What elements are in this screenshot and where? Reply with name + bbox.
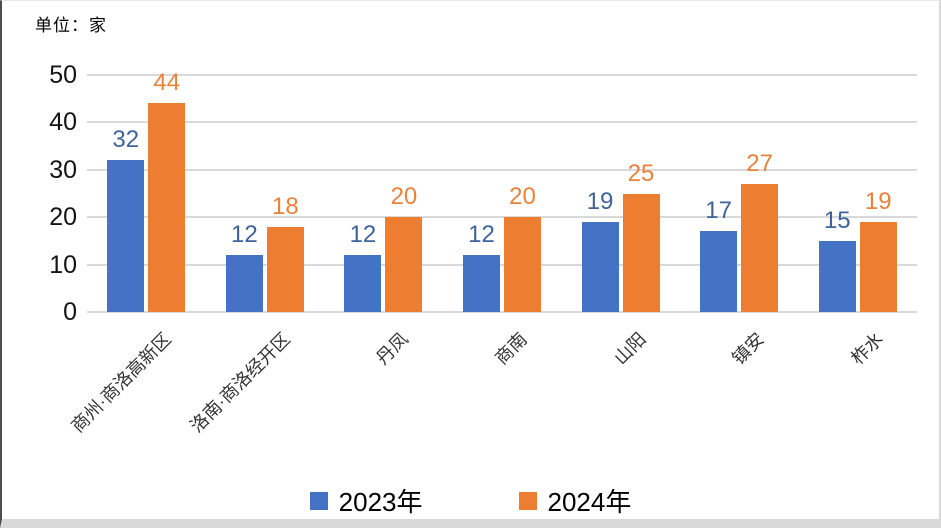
data-label-2023年-丹凤: 12 bbox=[349, 221, 377, 249]
data-label-2023年-商南: 12 bbox=[468, 221, 495, 249]
y-tick-label: 20 bbox=[49, 203, 77, 232]
legend-swatch-2024-icon bbox=[518, 491, 537, 510]
bar-2023年-商南 bbox=[463, 255, 500, 312]
legend-swatch-2023-icon bbox=[309, 491, 328, 510]
data-label-2023年-柞水: 15 bbox=[823, 206, 851, 234]
bar-2024年-商州·商洛高新区 bbox=[148, 103, 186, 312]
bar-2023年-洛南·商洛经开区 bbox=[225, 255, 263, 312]
y-tick-label: 10 bbox=[49, 250, 77, 279]
data-label-2023年-山阳: 19 bbox=[586, 187, 614, 215]
x-axis-label-镇安: 镇安 bbox=[728, 328, 769, 369]
y-tick-label: 50 bbox=[49, 61, 77, 89]
x-axis-label-商南: 商南 bbox=[491, 328, 531, 369]
bar-2023年-丹凤 bbox=[344, 255, 382, 312]
bar-2023年-镇安 bbox=[700, 231, 738, 312]
gridline-y-10 bbox=[87, 263, 917, 266]
gridline-y-0 bbox=[87, 311, 917, 313]
data-label-2023年-商州·商洛高新区: 32 bbox=[112, 126, 140, 154]
data-label-2024年-商州·商洛高新区: 44 bbox=[153, 69, 181, 97]
bar-2024年-商南 bbox=[504, 217, 541, 312]
gridline-y-20 bbox=[87, 216, 917, 219]
bar-2024年-丹凤 bbox=[385, 217, 423, 312]
x-axis-label-丹凤: 丹凤 bbox=[372, 328, 413, 369]
data-label-2024年-商南: 20 bbox=[509, 183, 536, 211]
gridline-y-40 bbox=[87, 121, 917, 124]
gridline-y-30 bbox=[87, 168, 917, 171]
bar-2024年-镇安 bbox=[741, 184, 779, 312]
y-tick-label: 40 bbox=[49, 108, 77, 137]
x-axis-label-洛南·商洛经开区: 洛南·商洛经开区 bbox=[186, 328, 294, 437]
legend-label-2023: 2023年 bbox=[338, 487, 423, 517]
data-label-2024年-洛南·商洛经开区: 18 bbox=[271, 192, 299, 220]
gridline-y-50 bbox=[87, 74, 917, 76]
legend-item-2023: 2023年 bbox=[309, 482, 423, 519]
x-axis-label-山阳: 山阳 bbox=[609, 328, 650, 369]
y-tick-label: 0 bbox=[63, 298, 77, 326]
x-axis-label-商州·商洛高新区: 商州·商洛高新区 bbox=[67, 328, 176, 437]
legend-item-2024: 2024年 bbox=[518, 482, 632, 519]
data-label-2024年-柞水: 19 bbox=[864, 187, 892, 215]
bar-2023年-商州·商洛高新区 bbox=[107, 160, 145, 312]
legend: 2023年 2024年 bbox=[2, 482, 939, 519]
bar-2024年-洛南·商洛经开区 bbox=[266, 226, 304, 312]
data-label-2023年-洛南·商洛经开区: 12 bbox=[230, 221, 258, 249]
bar-2023年-山阳 bbox=[581, 221, 619, 312]
data-label-2024年-丹凤: 20 bbox=[390, 183, 418, 211]
bar-2024年-山阳 bbox=[622, 193, 660, 312]
bar-2024年-柞水 bbox=[859, 221, 897, 312]
legend-label-2024: 2024年 bbox=[547, 487, 632, 517]
plot-area: 0 10 20 30 40 50 32 44 商州·商洛高新区 12 18 洛南·商洛经开区 12 20 丹… bbox=[49, 61, 917, 436]
bar-2023年-柞水 bbox=[818, 240, 856, 312]
data-label-2023年-镇安: 17 bbox=[705, 197, 732, 225]
data-label-2024年-镇安: 27 bbox=[746, 150, 773, 178]
unit-label: 单位：家 bbox=[35, 16, 107, 35]
data-label-2024年-山阳: 25 bbox=[627, 159, 655, 187]
y-tick-label: 30 bbox=[49, 155, 77, 184]
x-axis-label-柞水: 柞水 bbox=[847, 328, 887, 369]
